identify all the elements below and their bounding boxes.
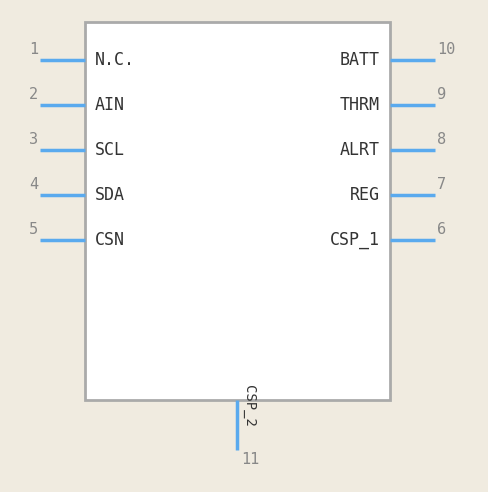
Text: 1: 1 <box>29 42 38 57</box>
Text: 10: 10 <box>437 42 455 57</box>
Text: 6: 6 <box>437 222 446 237</box>
Text: 2: 2 <box>29 87 38 102</box>
Text: AIN: AIN <box>95 96 125 114</box>
Text: 8: 8 <box>437 132 446 147</box>
Text: CSP_1: CSP_1 <box>330 231 380 249</box>
Text: 9: 9 <box>437 87 446 102</box>
Text: ALRT: ALRT <box>340 141 380 159</box>
Text: BATT: BATT <box>340 51 380 69</box>
Text: 3: 3 <box>29 132 38 147</box>
Text: SCL: SCL <box>95 141 125 159</box>
Bar <box>85 22 390 400</box>
Text: THRM: THRM <box>340 96 380 114</box>
Text: N.C.: N.C. <box>95 51 135 69</box>
Text: 4: 4 <box>29 177 38 192</box>
Text: SDA: SDA <box>95 186 125 204</box>
Text: REG: REG <box>350 186 380 204</box>
Text: 7: 7 <box>437 177 446 192</box>
Text: CSP_2: CSP_2 <box>242 385 256 427</box>
Text: 5: 5 <box>29 222 38 237</box>
Text: 11: 11 <box>241 452 259 467</box>
Text: CSN: CSN <box>95 231 125 249</box>
